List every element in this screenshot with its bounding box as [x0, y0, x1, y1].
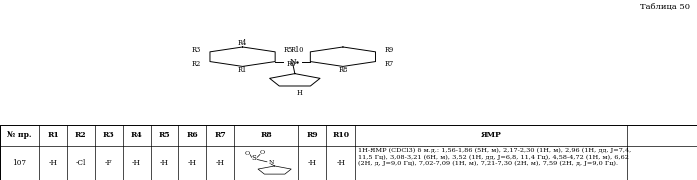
Text: Таблица 50: Таблица 50 — [640, 3, 690, 11]
Text: R8: R8 — [261, 131, 272, 140]
Text: O: O — [259, 150, 265, 156]
Text: R7: R7 — [384, 60, 393, 68]
Bar — [0, 125, 697, 180]
Text: R1: R1 — [47, 131, 59, 140]
Text: R4: R4 — [238, 39, 247, 47]
Text: R2: R2 — [192, 60, 201, 68]
Text: R10: R10 — [291, 46, 304, 54]
Text: S: S — [252, 154, 256, 162]
Text: R1: R1 — [238, 66, 247, 74]
Text: -Cl: -Cl — [76, 159, 86, 167]
Text: 1Н-ЯМР (CDCl3) δ м.д.: 1,56-1,86 (5H, м), 2,17-2,30 (1H, м), 2,96 (1H, дд, J=7,4: 1Н-ЯМР (CDCl3) δ м.д.: 1,56-1,86 (5H, м)… — [358, 147, 631, 166]
Text: -H: -H — [49, 159, 57, 167]
Text: R4: R4 — [131, 131, 142, 140]
Text: № пр.: № пр. — [7, 131, 32, 140]
Text: O: O — [244, 151, 250, 156]
Text: R5: R5 — [284, 46, 293, 54]
Text: -H: -H — [132, 159, 141, 167]
Text: -H: -H — [337, 159, 345, 167]
Text: R9: R9 — [307, 131, 318, 140]
Text: R3: R3 — [192, 46, 201, 54]
Text: -F: -F — [105, 159, 112, 167]
Text: -H: -H — [216, 159, 224, 167]
Text: R2: R2 — [75, 131, 86, 140]
Text: 107: 107 — [13, 159, 26, 167]
Text: R8: R8 — [338, 66, 348, 74]
Text: -H: -H — [188, 159, 197, 167]
Text: N: N — [289, 58, 296, 66]
Text: R9: R9 — [384, 46, 393, 54]
Text: R10: R10 — [332, 131, 349, 140]
Text: ЯМР: ЯМР — [481, 131, 502, 140]
Text: -H: -H — [160, 159, 169, 167]
Text: R5: R5 — [159, 131, 170, 140]
Text: -H: -H — [308, 159, 316, 167]
Text: R3: R3 — [103, 131, 114, 140]
Text: R6: R6 — [287, 60, 296, 68]
Text: R7: R7 — [215, 131, 226, 140]
Text: H: H — [296, 89, 302, 97]
Text: R6: R6 — [187, 131, 198, 140]
Text: N: N — [268, 160, 274, 165]
